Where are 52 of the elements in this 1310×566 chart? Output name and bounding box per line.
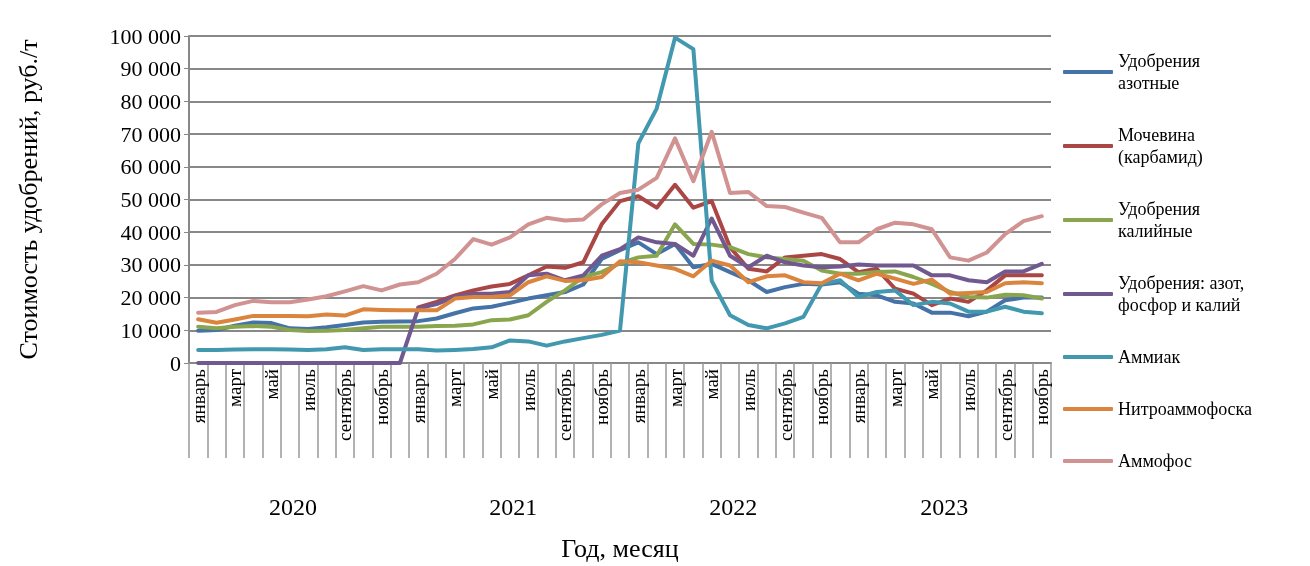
x-tick-label: ноябрь bbox=[1031, 368, 1053, 425]
y-tick-label: 20 000 bbox=[120, 285, 181, 311]
x-tick-label: сентябрь bbox=[334, 368, 356, 441]
line-series bbox=[196, 129, 1044, 315]
x-tick-label: май bbox=[261, 369, 283, 400]
line-series bbox=[196, 216, 1044, 365]
x-tick-label: январь bbox=[627, 368, 649, 424]
x-tick-label: март bbox=[224, 368, 246, 407]
x-tick-label: сентябрь bbox=[994, 368, 1016, 441]
x-tick-label: сентябрь bbox=[554, 368, 576, 441]
legend-label: Удобрения азотные bbox=[1118, 51, 1201, 93]
x-tick-label: июль bbox=[957, 368, 979, 412]
line-series bbox=[196, 35, 1044, 353]
x-tick-label: ноябрь bbox=[591, 368, 613, 425]
x-tick-label: март bbox=[444, 368, 466, 407]
y-tick-label: 10 000 bbox=[120, 317, 181, 343]
x-tick-label: июль bbox=[297, 368, 319, 412]
y-axis-title: Стоимость удобрений, руб./т bbox=[13, 39, 43, 360]
x-tick-label: май bbox=[921, 369, 943, 400]
y-tick-label: 90 000 bbox=[120, 56, 181, 82]
y-tick-label: 40 000 bbox=[120, 219, 181, 245]
legend-label: Удобрения: азот, фосфор и калий bbox=[1118, 273, 1245, 315]
text: 2020 bbox=[269, 494, 318, 520]
text: 2022 bbox=[709, 494, 758, 520]
x-tick-label: январь bbox=[407, 368, 429, 424]
y-tick-label: 70 000 bbox=[120, 121, 181, 147]
y-tick-label: 50 000 bbox=[120, 187, 181, 212]
y-tick-label: 30 000 bbox=[120, 252, 181, 278]
x-tick-label: май bbox=[481, 369, 503, 400]
legend-label: Мочевина (карбамид) bbox=[1118, 125, 1203, 168]
text: 2021 bbox=[489, 494, 538, 520]
y-tick-label: 80 000 bbox=[120, 88, 181, 114]
x-axis-title: Год, месяц bbox=[561, 533, 679, 563]
y-tick-label: 60 000 bbox=[120, 154, 181, 180]
legend-label: Аммиак bbox=[1118, 347, 1181, 367]
x-tick-label: март bbox=[884, 368, 906, 407]
text: 2023 bbox=[920, 494, 969, 520]
line-series bbox=[196, 258, 1044, 325]
legend-label: Удобрения калийные bbox=[1118, 199, 1201, 241]
x-tick-label: март bbox=[664, 368, 686, 407]
x-tick-label: ноябрь bbox=[371, 368, 393, 425]
y-tick-label: 0 bbox=[170, 350, 181, 376]
legend-label: Нитроаммофоска bbox=[1118, 399, 1253, 419]
y-tick-label: 100 000 bbox=[109, 23, 181, 49]
x-tick-label: январь bbox=[187, 368, 209, 424]
x-tick-label: июль bbox=[517, 368, 539, 412]
legend-label: Аммофос bbox=[1118, 451, 1192, 471]
x-tick-label: ноябрь bbox=[811, 368, 833, 425]
x-tick-label: сентябрь bbox=[774, 368, 796, 441]
x-tick-label: май bbox=[701, 369, 723, 400]
x-tick-label: июль bbox=[737, 368, 759, 412]
x-tick-label: январь bbox=[847, 368, 869, 424]
